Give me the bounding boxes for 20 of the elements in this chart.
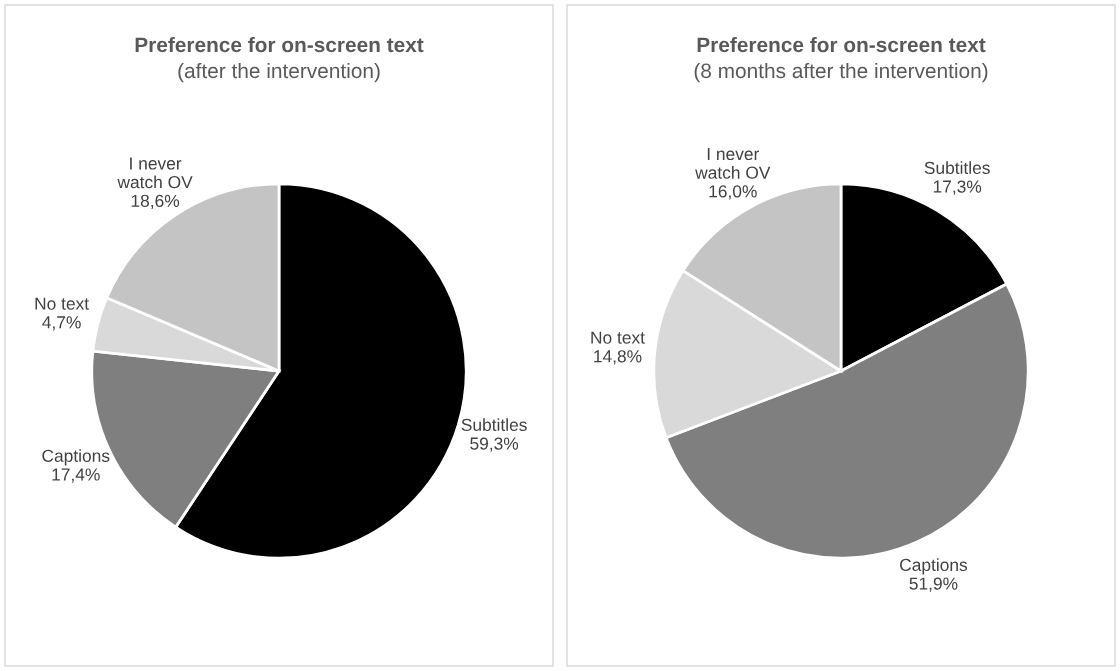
data-label: 17,3% [933, 180, 982, 195]
slice-label: No text [591, 331, 645, 344]
data-label: 4,7% [42, 316, 81, 331]
data-label: 59,3% [470, 437, 519, 452]
data-label: 16,0% [709, 185, 757, 200]
slice-label: Captions [42, 449, 110, 466]
chart-subtitle: (after the intervention) [178, 62, 380, 83]
slice-label: Subtitles [461, 418, 527, 432]
data-label: 51,9% [909, 577, 958, 592]
slice-label: Captions [900, 558, 968, 575]
data-label: 17,4% [52, 468, 100, 483]
slice-label: I never watch OV [117, 157, 193, 189]
chart-title: Preference for on-screen text [697, 36, 986, 53]
data-label: 18,6% [131, 194, 180, 210]
chart-subtitle: (8 months after the intervention) [694, 62, 988, 83]
data-label: 14,8% [594, 350, 642, 365]
slice-label: I never watch OV [695, 147, 771, 179]
chart-title: Preference for on-screen text [135, 36, 424, 53]
slice-label: Subtitles [924, 161, 990, 175]
slice-label: No text [35, 297, 89, 310]
